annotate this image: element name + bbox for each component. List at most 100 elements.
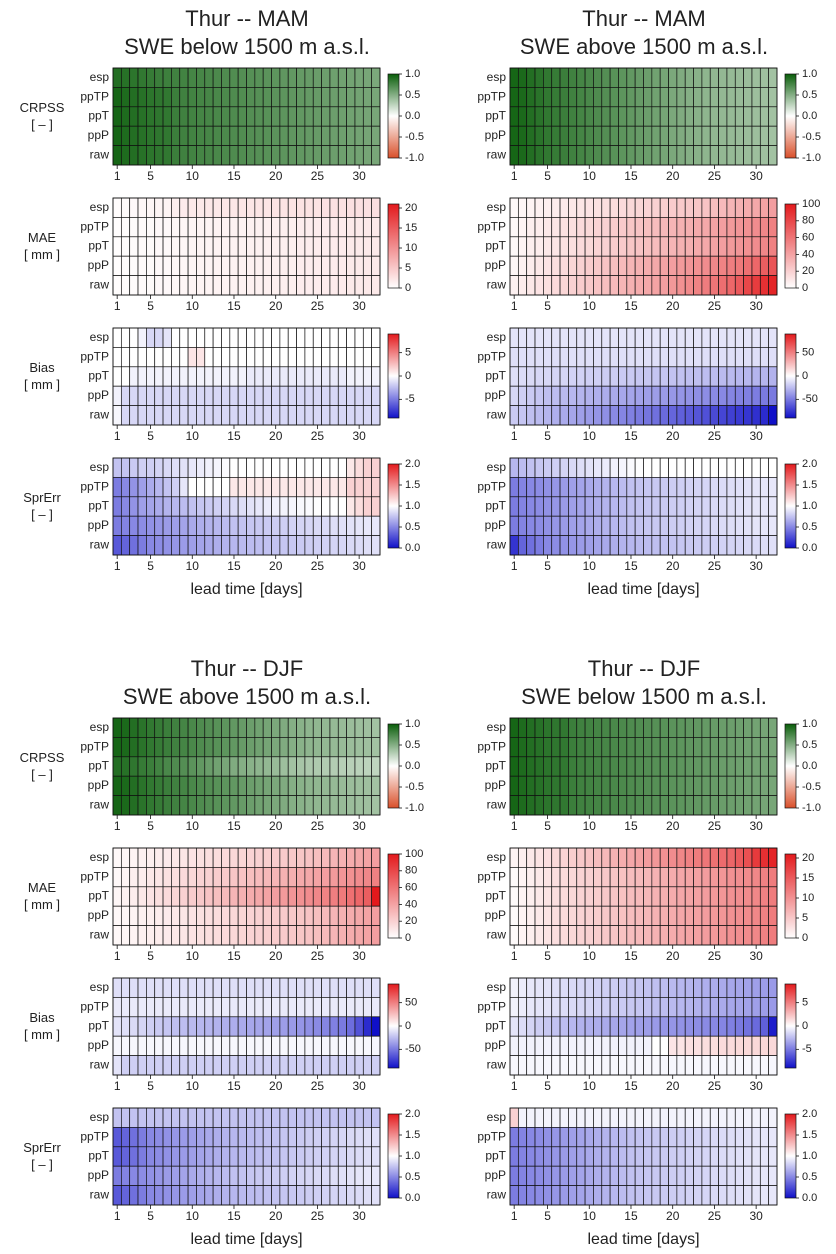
heat-cell: [212, 67, 222, 88]
heat-cell: [212, 477, 222, 498]
heat-cell: [162, 145, 172, 166]
heat-cell: [312, 775, 322, 796]
heat-cell: [137, 496, 147, 517]
x-tick-label: 30: [749, 1079, 763, 1093]
heat-cell: [626, 1127, 636, 1148]
heat-cell: [120, 535, 131, 556]
heat-cell: [701, 477, 711, 498]
heat-cell: [726, 385, 736, 406]
heat-cell: [701, 405, 711, 426]
heat-cell: [304, 457, 314, 478]
heat-cell: [709, 1127, 719, 1148]
colorbar-tick-label: 50: [802, 347, 814, 359]
heat-cell: [254, 1127, 264, 1148]
heat-cell: [154, 1107, 164, 1128]
heat-cell: [668, 106, 678, 127]
heat-cell: [129, 145, 139, 166]
heat-cell: [526, 756, 536, 777]
heat-cell: [668, 87, 678, 108]
heat-cell: [526, 457, 536, 478]
heat-cell: [634, 197, 644, 218]
plot-frame: [112, 717, 381, 816]
heat-cell: [179, 886, 189, 907]
row-label: raw: [90, 927, 110, 941]
heat-cell: [362, 997, 373, 1018]
heat-cell: [701, 236, 711, 257]
heat-cell: [751, 197, 761, 218]
plot-frame: [112, 197, 381, 296]
heat-cell: [237, 496, 247, 517]
heat-cell: [601, 67, 611, 88]
x-tick-label: 5: [147, 299, 154, 313]
heat-cell: [584, 515, 594, 536]
row-label: esp: [90, 200, 110, 214]
heat-cell: [551, 886, 561, 907]
heat-cell: [246, 347, 256, 368]
heat-cell: [179, 145, 189, 166]
heat-cell: [337, 236, 347, 257]
heat-cell: [229, 1127, 239, 1148]
heat-cell: [179, 347, 189, 368]
heat-cell: [304, 145, 314, 166]
heat-cell: [534, 197, 544, 218]
heat-cell: [196, 327, 206, 348]
heat-cell: [171, 385, 181, 406]
heat-cell: [651, 867, 661, 888]
heat-cell: [693, 1185, 703, 1206]
heat-cell: [768, 197, 778, 218]
heat-cell: [609, 1055, 619, 1076]
heat-cell: [734, 1185, 744, 1206]
heat-cell: [120, 1016, 131, 1037]
heat-cell: [584, 1146, 594, 1167]
heat-cell: [634, 347, 644, 368]
heat-cell: [709, 905, 719, 926]
heat-cell: [312, 67, 322, 88]
heat-cell: [684, 477, 694, 498]
x-tick-label: 1: [114, 429, 121, 443]
heat-cell: [154, 125, 164, 146]
heat-cell: [346, 405, 356, 426]
heat-cell: [329, 125, 339, 146]
heat-cell: [304, 255, 314, 276]
heat-cell: [626, 925, 636, 946]
heat-cell: [726, 87, 736, 108]
heat-cell: [626, 997, 636, 1018]
heat-cell: [559, 145, 569, 166]
heat-cell: [204, 867, 214, 888]
heat-cell: [751, 1165, 761, 1186]
heat-cell: [543, 275, 553, 296]
heat-cell: [568, 275, 578, 296]
heat-cell: [371, 1107, 381, 1128]
heat-cell: [137, 327, 147, 348]
heat-cell: [146, 1165, 156, 1186]
x-tick-label: 20: [269, 949, 283, 963]
heat-cell: [321, 737, 331, 758]
heat-cell: [271, 886, 281, 907]
heat-cell: [171, 457, 181, 478]
heat-cell: [354, 717, 364, 738]
heat-cell: [120, 756, 131, 777]
heat-cell: [254, 795, 264, 816]
heat-cell: [576, 366, 586, 387]
heat-cell: [362, 1016, 373, 1037]
heat-cell: [634, 67, 644, 88]
heat-cell: [543, 717, 553, 738]
heat-cell: [759, 496, 770, 517]
heat-cell: [693, 1055, 703, 1076]
heat-cell: [618, 496, 628, 517]
heat-cell: [668, 255, 678, 276]
heat-cell: [129, 997, 139, 1018]
heat-cell: [576, 847, 586, 868]
heat-cell: [509, 327, 519, 348]
heat-cell: [618, 106, 628, 127]
heat-cell: [129, 1016, 139, 1037]
heat-cell: [743, 717, 753, 738]
heat-cell: [568, 886, 578, 907]
heat-cell: [196, 756, 206, 777]
heat-cell: [204, 496, 214, 517]
heat-cell: [668, 457, 678, 478]
heat-cell: [701, 886, 711, 907]
heat-cell: [534, 87, 544, 108]
heat-cell: [129, 775, 139, 796]
x-tick-label: 5: [147, 819, 154, 833]
